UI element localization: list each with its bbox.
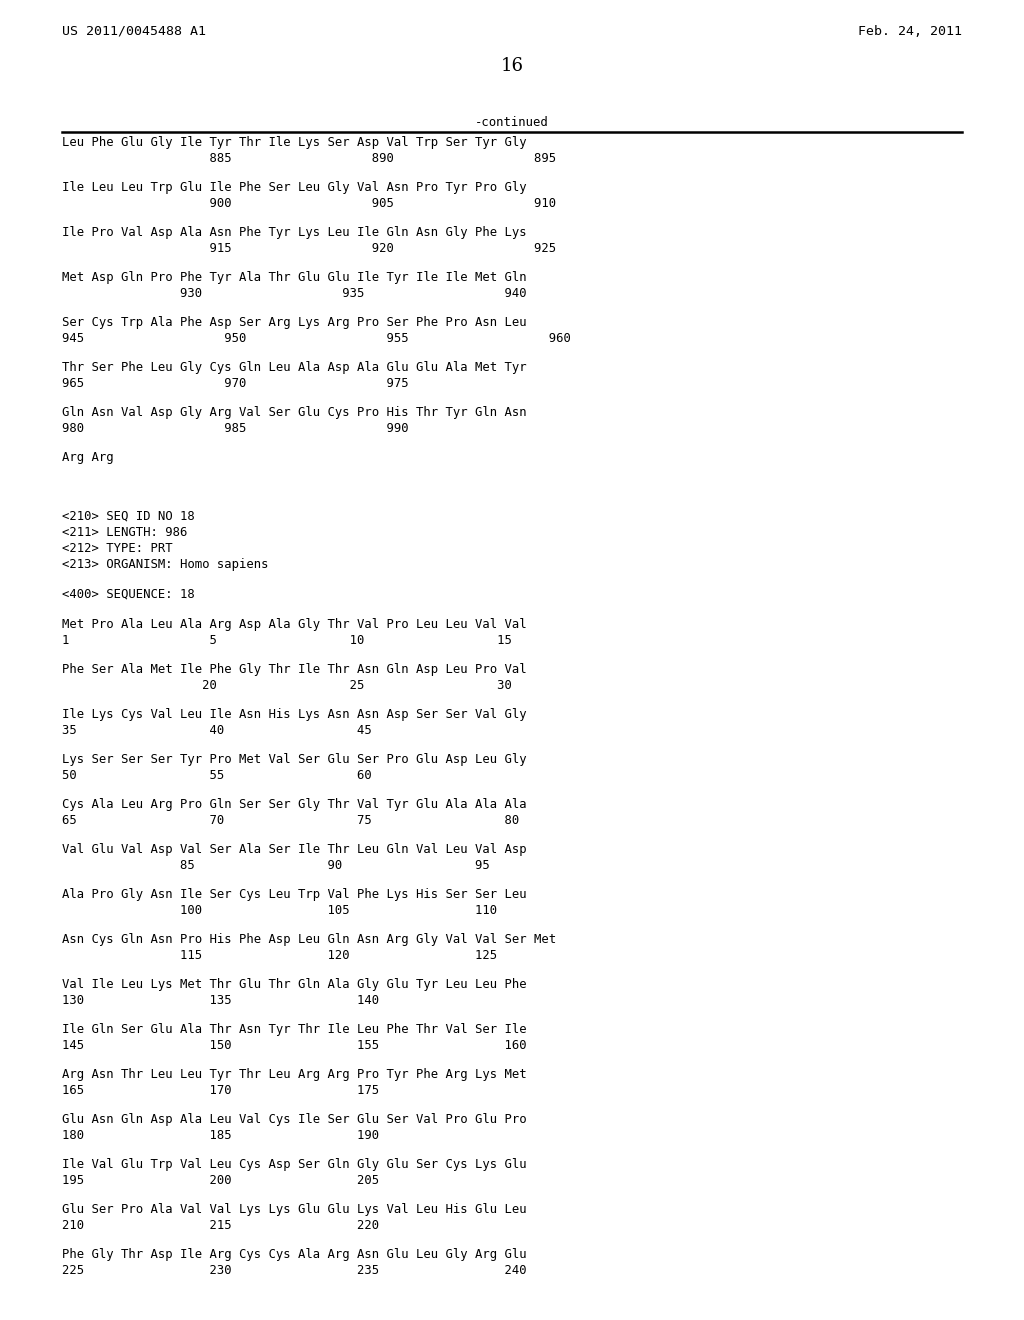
Text: Lys Ser Ser Ser Tyr Pro Met Val Ser Glu Ser Pro Glu Asp Leu Gly: Lys Ser Ser Ser Tyr Pro Met Val Ser Glu … xyxy=(62,752,526,766)
Text: Thr Ser Phe Leu Gly Cys Gln Leu Ala Asp Ala Glu Glu Ala Met Tyr: Thr Ser Phe Leu Gly Cys Gln Leu Ala Asp … xyxy=(62,360,526,374)
Text: 180                 185                 190: 180 185 190 xyxy=(62,1129,379,1142)
Text: Glu Asn Gln Asp Ala Leu Val Cys Ile Ser Glu Ser Val Pro Glu Pro: Glu Asn Gln Asp Ala Leu Val Cys Ile Ser … xyxy=(62,1113,526,1126)
Text: Phe Gly Thr Asp Ile Arg Cys Cys Ala Arg Asn Glu Leu Gly Arg Glu: Phe Gly Thr Asp Ile Arg Cys Cys Ala Arg … xyxy=(62,1247,526,1261)
Text: 165                 170                 175: 165 170 175 xyxy=(62,1084,379,1097)
Text: Glu Ser Pro Ala Val Val Lys Lys Glu Glu Lys Val Leu His Glu Leu: Glu Ser Pro Ala Val Val Lys Lys Glu Glu … xyxy=(62,1203,526,1216)
Text: 115                 120                 125: 115 120 125 xyxy=(62,949,497,962)
Text: <400> SEQUENCE: 18: <400> SEQUENCE: 18 xyxy=(62,587,195,601)
Text: Ser Cys Trp Ala Phe Asp Ser Arg Lys Arg Pro Ser Phe Pro Asn Leu: Ser Cys Trp Ala Phe Asp Ser Arg Lys Arg … xyxy=(62,315,526,329)
Text: Ile Val Glu Trp Val Leu Cys Asp Ser Gln Gly Glu Ser Cys Lys Glu: Ile Val Glu Trp Val Leu Cys Asp Ser Gln … xyxy=(62,1158,526,1171)
Text: Gln Asn Val Asp Gly Arg Val Ser Glu Cys Pro His Thr Tyr Gln Asn: Gln Asn Val Asp Gly Arg Val Ser Glu Cys … xyxy=(62,407,526,418)
Text: Ile Gln Ser Glu Ala Thr Asn Tyr Thr Ile Leu Phe Thr Val Ser Ile: Ile Gln Ser Glu Ala Thr Asn Tyr Thr Ile … xyxy=(62,1023,526,1036)
Text: US 2011/0045488 A1: US 2011/0045488 A1 xyxy=(62,25,206,38)
Text: Leu Phe Glu Gly Ile Tyr Thr Ile Lys Ser Asp Val Trp Ser Tyr Gly: Leu Phe Glu Gly Ile Tyr Thr Ile Lys Ser … xyxy=(62,136,526,149)
Text: 885                   890                   895: 885 890 895 xyxy=(62,152,556,165)
Text: Phe Ser Ala Met Ile Phe Gly Thr Ile Thr Asn Gln Asp Leu Pro Val: Phe Ser Ala Met Ile Phe Gly Thr Ile Thr … xyxy=(62,663,526,676)
Text: 145                 150                 155                 160: 145 150 155 160 xyxy=(62,1039,526,1052)
Text: 130                 135                 140: 130 135 140 xyxy=(62,994,379,1007)
Text: Ala Pro Gly Asn Ile Ser Cys Leu Trp Val Phe Lys His Ser Ser Leu: Ala Pro Gly Asn Ile Ser Cys Leu Trp Val … xyxy=(62,888,526,902)
Text: 35                  40                  45: 35 40 45 xyxy=(62,723,372,737)
Text: Arg Arg: Arg Arg xyxy=(62,451,114,465)
Text: -continued: -continued xyxy=(475,116,549,129)
Text: Ile Leu Leu Trp Glu Ile Phe Ser Leu Gly Val Asn Pro Tyr Pro Gly: Ile Leu Leu Trp Glu Ile Phe Ser Leu Gly … xyxy=(62,181,526,194)
Text: 980                   985                   990: 980 985 990 xyxy=(62,422,409,436)
Text: 1                   5                  10                  15: 1 5 10 15 xyxy=(62,634,512,647)
Text: 20                  25                  30: 20 25 30 xyxy=(62,678,512,692)
Text: 65                  70                  75                  80: 65 70 75 80 xyxy=(62,814,519,828)
Text: 930                   935                   940: 930 935 940 xyxy=(62,286,526,300)
Text: <212> TYPE: PRT: <212> TYPE: PRT xyxy=(62,543,173,554)
Text: Arg Asn Thr Leu Leu Tyr Thr Leu Arg Arg Pro Tyr Phe Arg Lys Met: Arg Asn Thr Leu Leu Tyr Thr Leu Arg Arg … xyxy=(62,1068,526,1081)
Text: Asn Cys Gln Asn Pro His Phe Asp Leu Gln Asn Arg Gly Val Val Ser Met: Asn Cys Gln Asn Pro His Phe Asp Leu Gln … xyxy=(62,933,556,946)
Text: 50                  55                  60: 50 55 60 xyxy=(62,770,372,781)
Text: Met Asp Gln Pro Phe Tyr Ala Thr Glu Glu Ile Tyr Ile Ile Met Gln: Met Asp Gln Pro Phe Tyr Ala Thr Glu Glu … xyxy=(62,271,526,284)
Text: Ile Pro Val Asp Ala Asn Phe Tyr Lys Leu Ile Gln Asn Gly Phe Lys: Ile Pro Val Asp Ala Asn Phe Tyr Lys Leu … xyxy=(62,226,526,239)
Text: 210                 215                 220: 210 215 220 xyxy=(62,1218,379,1232)
Text: 965                   970                   975: 965 970 975 xyxy=(62,378,409,389)
Text: Ile Lys Cys Val Leu Ile Asn His Lys Asn Asn Asp Ser Ser Val Gly: Ile Lys Cys Val Leu Ile Asn His Lys Asn … xyxy=(62,708,526,721)
Text: 225                 230                 235                 240: 225 230 235 240 xyxy=(62,1265,526,1276)
Text: <213> ORGANISM: Homo sapiens: <213> ORGANISM: Homo sapiens xyxy=(62,558,268,572)
Text: 915                   920                   925: 915 920 925 xyxy=(62,242,556,255)
Text: <211> LENGTH: 986: <211> LENGTH: 986 xyxy=(62,525,187,539)
Text: 100                 105                 110: 100 105 110 xyxy=(62,904,497,917)
Text: Cys Ala Leu Arg Pro Gln Ser Ser Gly Thr Val Tyr Glu Ala Ala Ala: Cys Ala Leu Arg Pro Gln Ser Ser Gly Thr … xyxy=(62,799,526,810)
Text: 900                   905                   910: 900 905 910 xyxy=(62,197,556,210)
Text: 16: 16 xyxy=(501,57,523,75)
Text: 195                 200                 205: 195 200 205 xyxy=(62,1173,379,1187)
Text: Feb. 24, 2011: Feb. 24, 2011 xyxy=(858,25,962,38)
Text: Met Pro Ala Leu Ala Arg Asp Ala Gly Thr Val Pro Leu Leu Val Val: Met Pro Ala Leu Ala Arg Asp Ala Gly Thr … xyxy=(62,618,526,631)
Text: 945                   950                   955                   960: 945 950 955 960 xyxy=(62,333,570,345)
Text: Val Ile Leu Lys Met Thr Glu Thr Gln Ala Gly Glu Tyr Leu Leu Phe: Val Ile Leu Lys Met Thr Glu Thr Gln Ala … xyxy=(62,978,526,991)
Text: Val Glu Val Asp Val Ser Ala Ser Ile Thr Leu Gln Val Leu Val Asp: Val Glu Val Asp Val Ser Ala Ser Ile Thr … xyxy=(62,843,526,855)
Text: <210> SEQ ID NO 18: <210> SEQ ID NO 18 xyxy=(62,510,195,523)
Text: 85                  90                  95: 85 90 95 xyxy=(62,859,489,873)
